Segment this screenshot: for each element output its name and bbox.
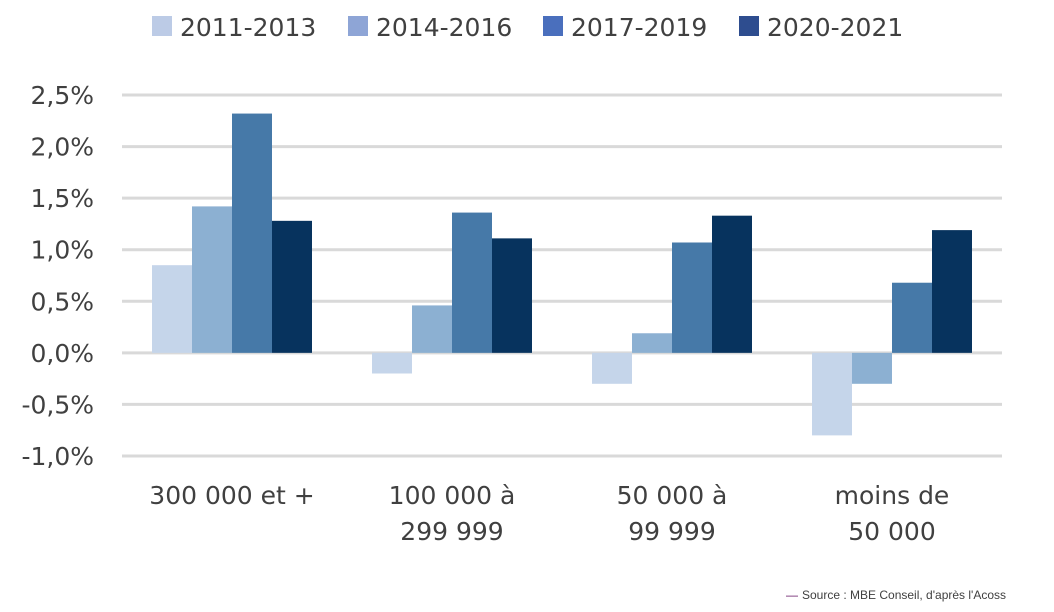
y-tick-label: 1,5% <box>30 184 94 213</box>
bar-2011-2013 <box>372 352 412 374</box>
legend-item: 2011-2013 <box>152 13 316 42</box>
bar-2020-2021 <box>932 230 972 353</box>
x-axis: 300 000 et + 100 000 à 299 999 50 000 à 99 9… <box>149 481 949 546</box>
bar-2014-2016 <box>192 206 232 353</box>
legend: 2011-2013 2014-2016 2017-2019 2020-2021 <box>152 13 903 42</box>
source-text: Source : MBE Conseil, d'après l'Acoss <box>802 588 1006 602</box>
bars <box>152 113 972 436</box>
y-axis: 2,5% 2,0% 1,5% 1,0% 0,5% 0,0% -0,5% -1,0% <box>21 81 94 471</box>
bar-2020-2021 <box>272 220 312 353</box>
bar-2017-2019 <box>892 282 932 353</box>
legend-label: 2020-2021 <box>767 13 903 42</box>
y-tick-label: 1,0% <box>30 236 94 265</box>
y-tick-label: 2,5% <box>30 81 94 110</box>
bar-2014-2016 <box>852 352 892 384</box>
y-tick-label: -1,0% <box>21 442 94 471</box>
x-category-label: 50 000 à 99 999 <box>617 481 728 546</box>
bar-2011-2013 <box>152 265 192 353</box>
bar-2017-2019 <box>232 113 272 353</box>
legend-item: 2020-2021 <box>739 13 903 42</box>
y-tick-label: 2,0% <box>30 133 94 162</box>
bar-2020-2021 <box>712 215 752 353</box>
bar-2020-2021 <box>492 238 532 353</box>
x-category-label: 300 000 et + <box>149 481 314 510</box>
bar-2014-2016 <box>412 305 452 353</box>
source-dash: — <box>786 588 798 602</box>
legend-label: 2011-2013 <box>180 13 316 42</box>
y-tick-label: 0,0% <box>30 339 94 368</box>
legend-label: 2014-2016 <box>376 13 512 42</box>
x-category-label: moins de 50 000 <box>835 481 950 546</box>
bar-2017-2019 <box>672 242 712 353</box>
x-category-label: 100 000 à 299 999 <box>389 481 516 546</box>
legend-item: 2017-2019 <box>543 13 707 42</box>
legend-swatch <box>152 16 172 36</box>
y-tick-label: -0,5% <box>21 390 94 419</box>
bar-2014-2016 <box>632 333 672 353</box>
legend-item: 2014-2016 <box>348 13 512 42</box>
bar-2011-2013 <box>812 352 852 436</box>
legend-swatch <box>348 16 368 36</box>
legend-swatch <box>543 16 563 36</box>
bar-2017-2019 <box>452 212 492 353</box>
bar-2011-2013 <box>592 352 632 384</box>
legend-swatch <box>739 16 759 36</box>
y-tick-label: 0,5% <box>30 287 94 316</box>
source-note: — Source : MBE Conseil, d'après l'Acoss <box>786 588 1006 602</box>
legend-label: 2017-2019 <box>571 13 707 42</box>
